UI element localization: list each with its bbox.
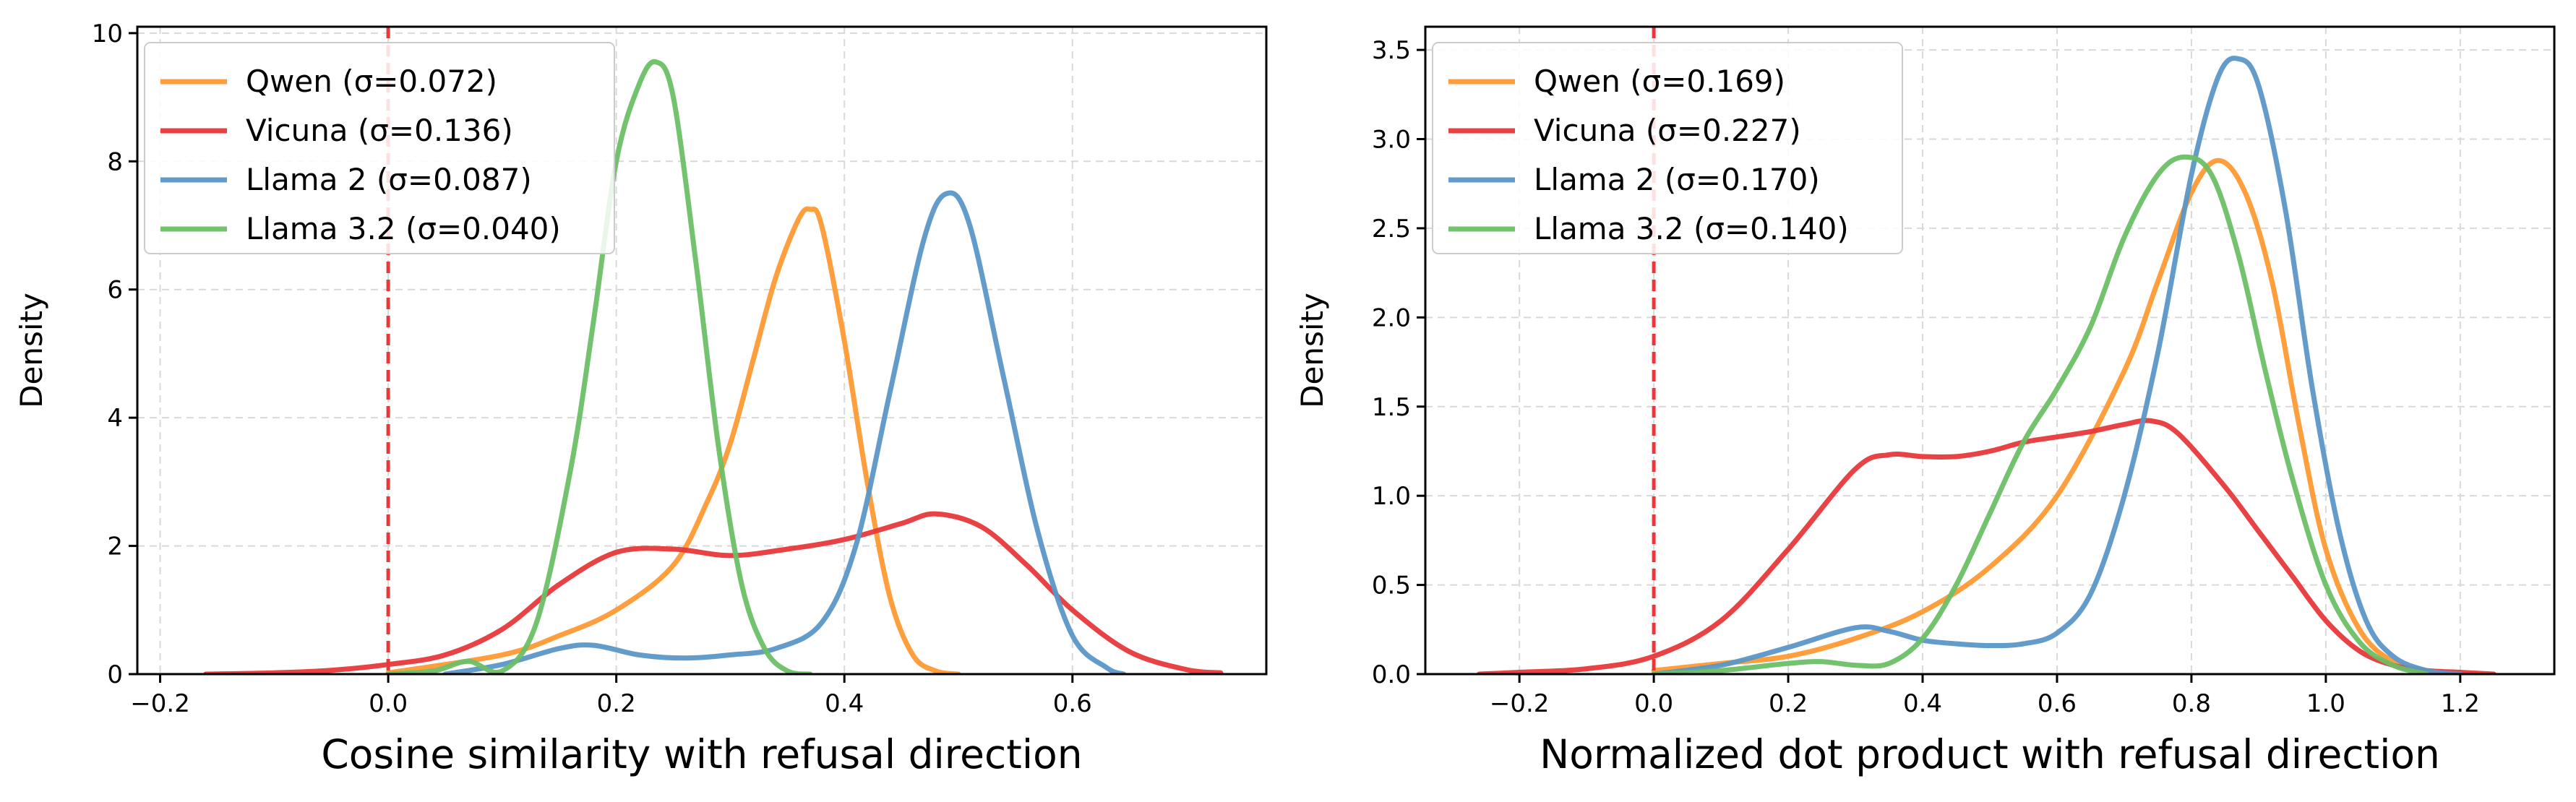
chart2-x-tick-label-5: 0.8	[2172, 689, 2211, 718]
chart2-y-tick-label-7: 3.5	[1372, 36, 1411, 65]
chart1-x-tick-label-1: 0.0	[369, 689, 408, 718]
chart2-x-tick-label-0: −0.2	[1490, 689, 1550, 718]
chart2-series-group	[1476, 56, 2496, 674]
chart1-series-line-2	[442, 190, 1127, 674]
chart1-legend-box	[144, 42, 615, 254]
chart1-x-tick-label-0: −0.2	[130, 689, 190, 718]
chart1-y-tick-label-0: 0	[107, 660, 123, 689]
chart2-y-tick-label-2: 1.0	[1372, 482, 1411, 511]
chart1-y-tick-label-3: 6	[107, 276, 123, 305]
chart1-series-group	[203, 59, 1224, 674]
chart1-y-axis-label: Density	[14, 293, 49, 408]
chart1-x-axis-label: Cosine similarity with refusal direction	[321, 731, 1082, 777]
chart1-y-tick-label-1: 2	[107, 532, 123, 561]
chart2-legend-label-3: Llama 3.2 (σ=0.140)	[1534, 211, 1849, 246]
chart2-legend-label-2: Llama 2 (σ=0.170)	[1534, 162, 1820, 197]
chart1-series-line-3	[385, 59, 813, 674]
chart2-x-tick-label-3: 0.4	[1903, 689, 1942, 718]
chart1-y-tick-label-2: 4	[107, 404, 123, 433]
chart1-axes-frame	[136, 25, 1268, 676]
chart2-series-line-1	[1476, 418, 2496, 674]
chart2-y-tick-label-1: 0.5	[1372, 572, 1411, 600]
chart1-x-tick-label-3: 0.4	[825, 689, 864, 718]
chart2-series-line-3	[1651, 154, 2429, 674]
chart2-panel: −0.2 0.0 0.2 0.4 0.6 0.8 1.0 1.2 0.0 0.5 1.0 1.5 2.0…	[1295, 25, 2556, 777]
chart2-legend-label-1: Vicuna (σ=0.227)	[1534, 113, 1801, 148]
chart2-x-tick-label-2: 0.2	[1769, 689, 1808, 718]
chart1-legend-label-3: Llama 3.2 (σ=0.040)	[246, 211, 561, 246]
chart2-x-tick-label-4: 0.6	[2038, 689, 2077, 718]
chart2-series-line-2	[1651, 56, 2463, 674]
chart2-y-tick-label-5: 2.5	[1372, 215, 1411, 243]
chart2-legend-label-0: Qwen (σ=0.169)	[1534, 64, 1785, 99]
chart2-y-tick-label-3: 1.5	[1372, 393, 1411, 422]
chart2-x-axis-label: Normalized dot product with refusal dire…	[1540, 731, 2440, 777]
chart2-y-tick-label-6: 3.0	[1372, 126, 1411, 155]
chart1-x-tick-label-2: 0.2	[597, 689, 636, 718]
chart1-y-tick-label-5: 10	[92, 20, 123, 48]
chart2-x-tick-label-6: 1.0	[2306, 689, 2345, 718]
chart1-legend-label-0: Qwen (σ=0.072)	[246, 64, 497, 99]
chart2-y-tick-label-4: 2.0	[1372, 303, 1411, 332]
chart2-y-axis-label: Density	[1295, 293, 1330, 408]
chart1-legend-label-2: Llama 2 (σ=0.087)	[246, 162, 532, 197]
chart1-x-tick-label-4: 0.6	[1053, 689, 1092, 718]
chart1-series-line-1	[203, 511, 1224, 674]
chart1-y-tick-label-4: 8	[107, 147, 123, 176]
chart1-panel: −0.2 0.0 0.2 0.4 0.6 0 2 4 6 8 10 Cosine similarity…	[14, 20, 1268, 777]
chart2-x-tick-label-7: 1.2	[2441, 689, 2480, 718]
chart1-legend-label-1: Vicuna (σ=0.136)	[246, 113, 513, 148]
chart2-legend: Qwen (σ=0.169) Vicuna (σ=0.227) Llama 2 (σ…	[1432, 42, 1903, 254]
chart2-legend-box	[1432, 42, 1903, 254]
chart1-legend: Qwen (σ=0.072) Vicuna (σ=0.136) Llama 2 (σ…	[144, 42, 615, 254]
chart2-axes-frame	[1424, 25, 2556, 676]
chart1-series-line-0	[385, 206, 961, 674]
chart2-y-tick-label-0: 0.0	[1372, 660, 1411, 689]
chart2-x-tick-label-1: 0.0	[1634, 689, 1673, 718]
